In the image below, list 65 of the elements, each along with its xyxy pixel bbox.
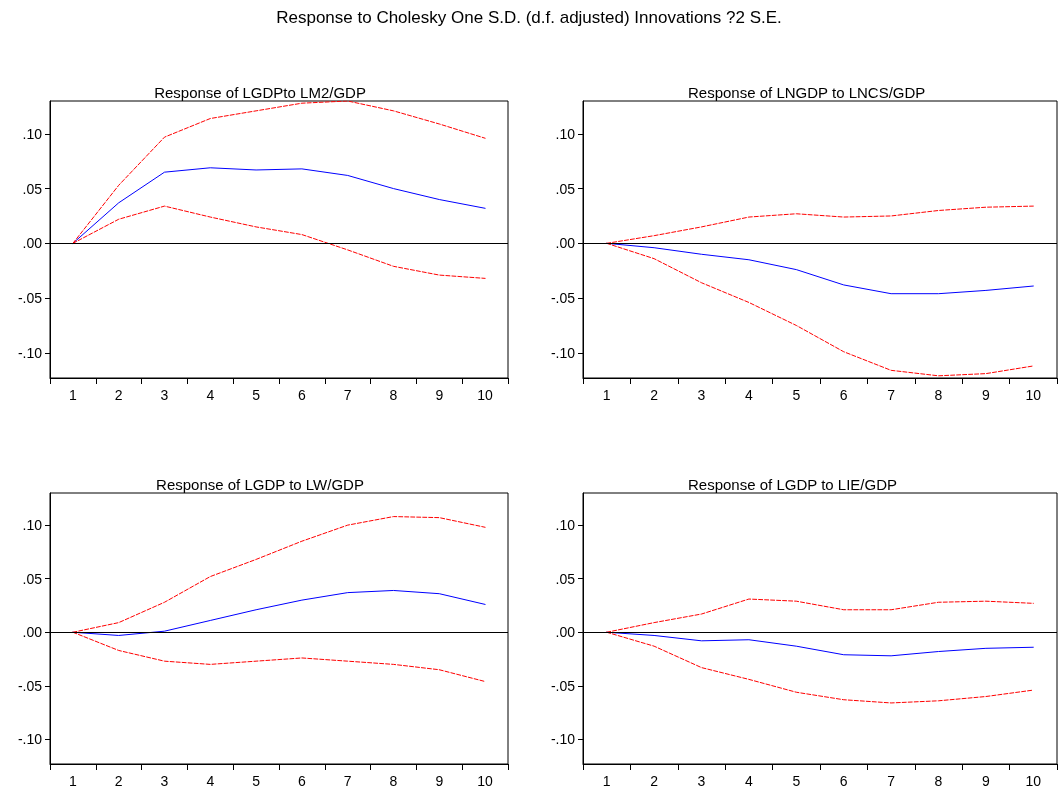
- x-tick-label: 1: [602, 773, 611, 789]
- x-tick-label: 6: [839, 387, 848, 403]
- x-tick-label: 4: [206, 387, 215, 403]
- x-tick-label: 8: [934, 773, 943, 789]
- y-tick-label: -.05: [17, 677, 43, 694]
- x-tick-label: 4: [745, 387, 753, 403]
- y-tick-label: .00: [22, 624, 43, 641]
- y-tick-label: .00: [22, 235, 43, 252]
- y-tick-label: .10: [22, 125, 43, 142]
- x-tick-label: 3: [160, 387, 169, 403]
- x-tick-label: 8: [389, 773, 398, 789]
- x-tick-label: 10: [477, 387, 494, 403]
- x-tick-label: 10: [1025, 387, 1042, 403]
- y-tick-label: .05: [22, 180, 43, 197]
- x-tick-label: 7: [887, 773, 896, 789]
- y-tick-label: .10: [555, 517, 576, 534]
- chart-title: Response of LGDPto LM2/GDP: [154, 84, 366, 101]
- y-tick-label: -.10: [17, 731, 43, 748]
- x-tick-label: 3: [697, 387, 706, 403]
- y-tick-label: .10: [555, 125, 576, 142]
- x-tick-label: 1: [602, 387, 611, 403]
- x-tick-label: 7: [343, 773, 352, 789]
- x-tick-label: 4: [206, 773, 215, 789]
- x-tick-label: 10: [1025, 773, 1042, 789]
- y-tick-label: .10: [22, 517, 43, 534]
- y-tick-label: -.05: [17, 290, 43, 307]
- y-tick-label: .05: [22, 570, 43, 587]
- chart-title: Response of LGDP to LW/GDP: [156, 476, 364, 493]
- y-tick-label: .00: [555, 235, 576, 252]
- x-tick-label: 2: [114, 387, 123, 403]
- y-tick-label: -.10: [17, 344, 43, 361]
- x-tick-label: 8: [389, 387, 398, 403]
- x-tick-label: 5: [252, 387, 261, 403]
- y-tick-label: -.05: [550, 290, 576, 307]
- x-tick-label: 1: [69, 387, 77, 403]
- x-tick-label: 3: [697, 773, 706, 789]
- x-tick-label: 9: [435, 387, 444, 403]
- x-tick-label: 9: [982, 387, 990, 403]
- text: Response to Cholesky One S.D. (d.f. adjusted) Innovations ?2 S.E.: [275, 8, 783, 28]
- x-tick-label: 2: [114, 773, 123, 789]
- x-tick-label: 5: [252, 773, 261, 789]
- x-tick-label: 8: [934, 387, 943, 403]
- x-tick-label: 6: [839, 773, 848, 789]
- y-tick-label: .05: [555, 570, 576, 587]
- x-tick-label: 2: [650, 773, 659, 789]
- x-tick-label: 5: [792, 387, 801, 403]
- y-tick-label: .05: [555, 180, 576, 197]
- y-tick-label: -.10: [550, 731, 576, 748]
- x-tick-label: 6: [298, 773, 306, 789]
- y-tick-label: -.10: [550, 344, 576, 361]
- x-tick-label: 7: [887, 387, 896, 403]
- x-tick-label: 10: [477, 773, 494, 789]
- x-tick-label: 5: [792, 773, 801, 789]
- x-tick-label: 3: [160, 773, 169, 789]
- x-tick-label: 7: [343, 387, 352, 403]
- y-tick-label: -.05: [550, 677, 576, 694]
- y-tick-label: .00: [555, 624, 576, 641]
- x-tick-label: 6: [298, 387, 306, 403]
- chart-title: Response of LNGDP to LNCS/GDP: [688, 84, 926, 101]
- x-tick-label: 9: [435, 773, 444, 789]
- x-tick-label: 4: [745, 773, 753, 789]
- x-tick-label: 1: [69, 773, 77, 789]
- chart-title: Response of LGDP to LIE/GDP: [688, 476, 897, 493]
- x-tick-label: 9: [982, 773, 990, 789]
- x-tick-label: 2: [650, 387, 659, 403]
